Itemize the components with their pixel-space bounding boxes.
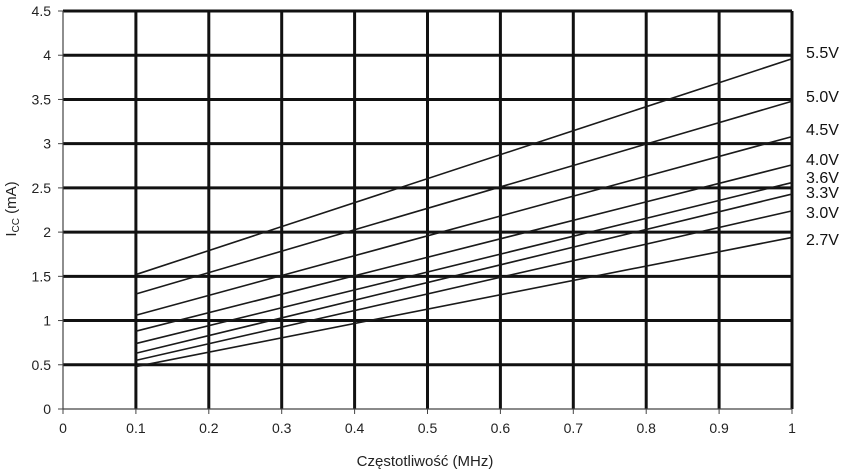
y-tick-label: 2.5 [32, 180, 52, 196]
series-labels: 5.5V 5.0V 4.5V 4.0V3.6V3.3V 3.0V 2.7V [806, 45, 839, 249]
series-label: 3.6V [806, 170, 839, 187]
series-line-3-0v [135, 210, 793, 362]
x-tick-label: 0.9 [709, 420, 729, 436]
series-line-5-5v [135, 58, 793, 276]
y-axis-title: ICC (mA) [3, 181, 22, 236]
y-tick-label: 0 [43, 401, 51, 417]
series-label: 5.5V [806, 45, 839, 62]
x-tick-label: 0.6 [491, 420, 511, 436]
x-tick-label: 0.3 [272, 420, 292, 436]
x-tick-label: 1 [788, 420, 796, 436]
series-line-5-0v [135, 100, 793, 295]
y-tick-label: 3.5 [32, 91, 52, 107]
y-tick-label: 2 [43, 224, 51, 240]
y-tick-label: 0.5 [32, 357, 52, 373]
series-line-4-5v [135, 135, 793, 317]
axes: 0 0.1 0.2 0.3 0.4 0.5 0.6 0.7 0.8 0.9 1 0 0.5 1 1.5 2 2.… [32, 3, 797, 436]
x-axis-title: Częstotliwość (MHz) [357, 453, 494, 470]
x-tick-label: 0.8 [636, 420, 656, 436]
x-tick-label: 0.7 [564, 420, 584, 436]
series-line-2-7v [135, 236, 793, 368]
series-label: 2.7V [806, 232, 839, 249]
x-tick-label: 0.5 [418, 420, 438, 436]
grid [63, 9, 794, 409]
series-label: 4.0V [806, 152, 839, 169]
series-line-3-6v [135, 181, 793, 345]
y-axis-title-sub: CC [11, 218, 22, 232]
y-tick-label: 3 [43, 136, 51, 152]
y-tick-label: 4 [43, 47, 51, 63]
series-label: 4.5V [806, 122, 839, 139]
series-label: 3.0V [806, 205, 839, 222]
y-axis-title-suffix: (mA) [3, 181, 20, 218]
series-label: 5.0V [806, 89, 839, 106]
y-tick-label: 4.5 [32, 3, 52, 19]
series-line-3-3v [135, 193, 793, 355]
x-tick-label: 0.4 [345, 420, 365, 436]
y-tick-label: 1 [43, 313, 51, 329]
y-axis-title-main: I [3, 232, 20, 236]
x-tick-label: 0.1 [126, 420, 146, 436]
x-tick-label: 0.2 [199, 420, 219, 436]
y-tick-label: 1.5 [32, 268, 52, 284]
series-label: 3.3V [806, 185, 839, 202]
series-line-4-0v [135, 164, 793, 332]
x-tick-label: 0 [59, 420, 67, 436]
series-lines [135, 58, 793, 368]
